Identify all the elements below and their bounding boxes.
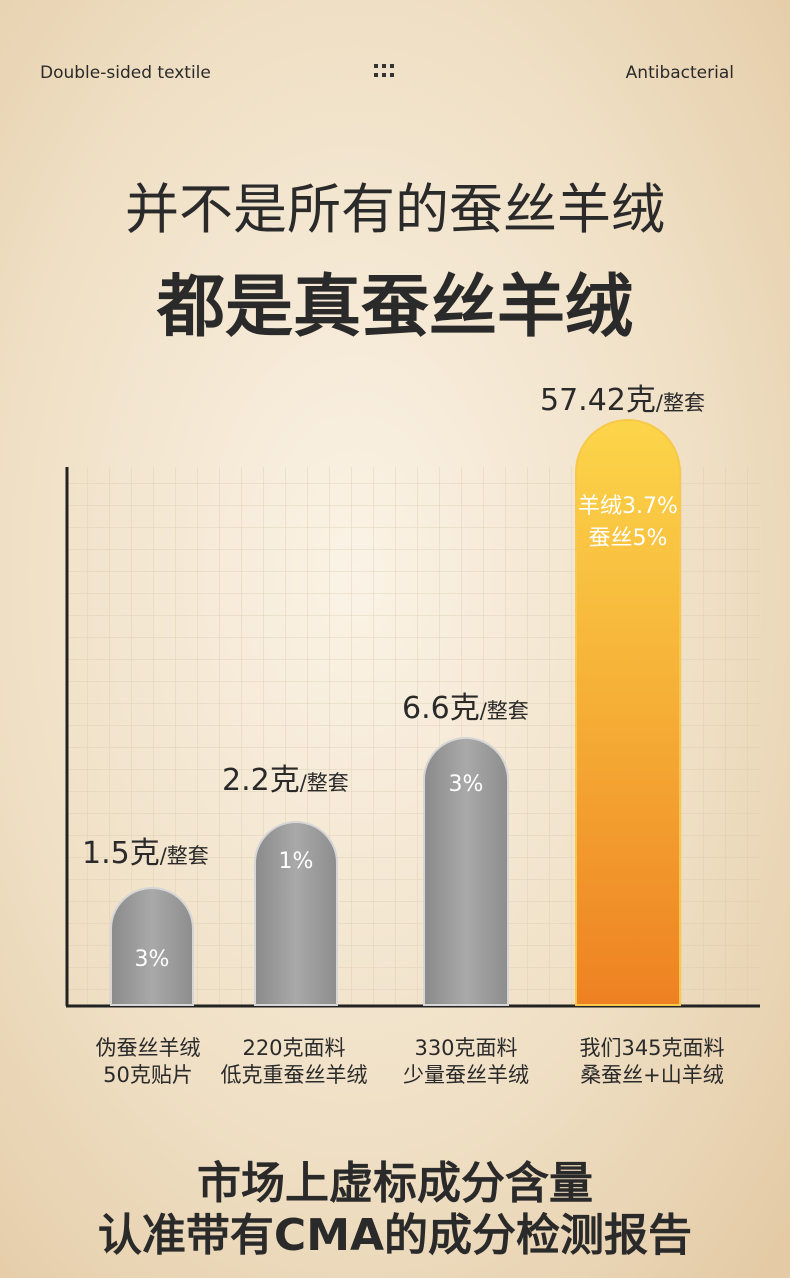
footer-line1: 市场上虚标成分含量	[197, 1158, 593, 1209]
percent-label: 1%	[279, 849, 314, 874]
amount: 2.2克	[222, 763, 300, 798]
category-label: 伪蚕丝羊绒	[96, 1036, 201, 1060]
amount-label: 57.42克/整套	[540, 383, 705, 418]
category-label: 330克面料	[414, 1036, 517, 1060]
footer-line2: 认准带有CMA的成分检测报告	[98, 1210, 692, 1261]
amount-unit: /整套	[656, 391, 705, 415]
column	[110, 887, 194, 1006]
amount-label: 1.5克/整套	[82, 836, 209, 871]
category-label: 少量蚕丝羊绒	[403, 1063, 529, 1087]
amount-unit: /整套	[300, 771, 349, 795]
category-label: 低克重蚕丝羊绒	[221, 1063, 368, 1087]
amount: 6.6克	[402, 691, 480, 726]
percent-label: 羊绒3.7%	[578, 494, 678, 519]
category-label: 50克贴片	[103, 1063, 193, 1087]
column	[575, 419, 681, 1006]
amount: 1.5克	[82, 836, 160, 871]
category-label: 我们345克面料	[579, 1036, 724, 1060]
amount-unit: /整套	[160, 844, 209, 868]
category-label: 220克面料	[242, 1036, 345, 1060]
percent-label: 蚕丝5%	[589, 526, 668, 551]
amount-label: 2.2克/整套	[222, 763, 349, 798]
column	[254, 821, 338, 1006]
header-right: Antibacterial	[626, 63, 734, 83]
amount: 57.42克	[540, 383, 656, 418]
amount-unit: /整套	[480, 699, 529, 723]
header-left: Double-sided textile	[40, 63, 211, 83]
percent-label: 3%	[449, 772, 484, 797]
dots-icon	[374, 64, 394, 77]
title-line2: 都是真蚕丝羊绒	[156, 268, 633, 347]
column	[423, 737, 509, 1006]
amount-label: 6.6克/整套	[402, 691, 529, 726]
title-line1: 并不是所有的蚕丝羊绒	[125, 178, 665, 241]
percent-label: 3%	[135, 947, 170, 972]
category-label: 桑蚕丝+山羊绒	[580, 1063, 724, 1087]
